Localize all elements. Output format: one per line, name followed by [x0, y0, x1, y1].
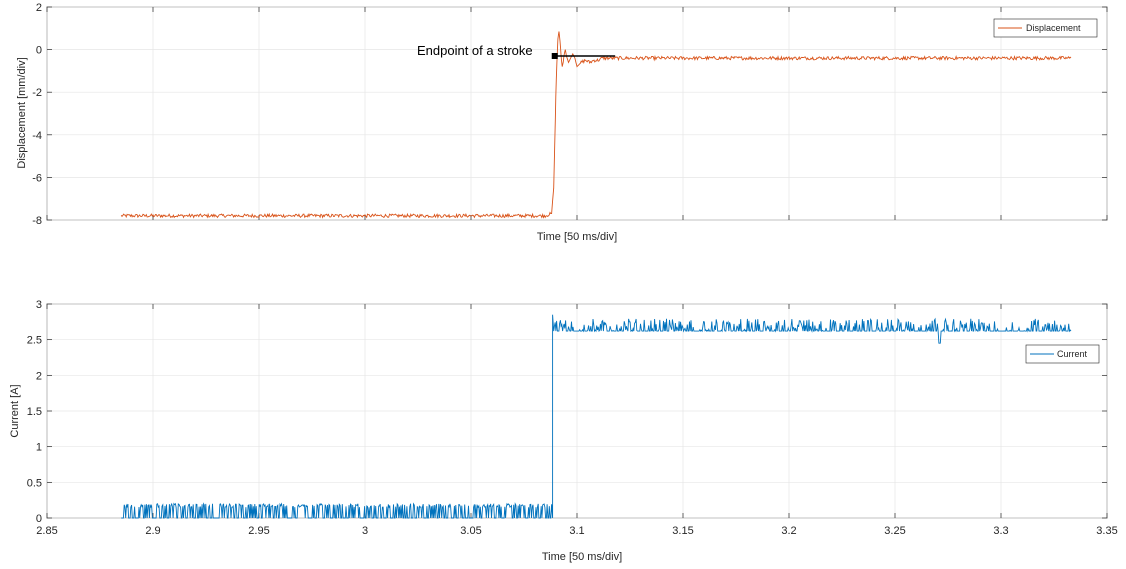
current-legend-box	[1025, 344, 1100, 364]
current-legend-label: Current	[1057, 349, 1088, 359]
current-series	[121, 314, 1072, 519]
displacement-grid	[46, 6, 1108, 221]
displacement-xlabel: Time [50 ms/div]	[537, 231, 617, 243]
stroke-endpoint-label: Endpoint of a stroke	[417, 43, 533, 58]
x-tick-label: 3.3	[993, 525, 1008, 537]
y-tick-label: -2	[32, 87, 42, 99]
current-ticks: 2.85 2.9 2.95 3 3.05 3.1 3.15 3.2 3.25 3.3 3.35 3 2.…	[27, 299, 1118, 537]
current-legend: Current	[1025, 344, 1100, 364]
y-tick-label: 2	[36, 370, 42, 382]
displacement-legend: Displacement	[993, 18, 1098, 38]
x-tick-label: 3	[362, 525, 368, 537]
y-tick-label: -6	[32, 172, 42, 184]
x-tick-label: 2.85	[36, 525, 57, 537]
y-tick-label: 1	[36, 442, 42, 454]
series-line-current	[121, 314, 1072, 519]
y-tick-label: 0	[36, 45, 42, 57]
y-tick-label: 2.5	[27, 335, 42, 347]
x-tick-label: 2.9	[145, 525, 160, 537]
displacement-ticks: 2 0 -2 -4 -6 -8	[32, 2, 1108, 227]
current-ylabel: Current [A]	[9, 384, 21, 437]
y-tick-label: 1.5	[27, 406, 42, 418]
displacement-legend-box	[993, 18, 1098, 38]
displacement-axes: 2 0 -2 -4 -6 -8 Displacement [mm/div] Time [5…	[16, 2, 1108, 243]
stroke-endpoint-square	[551, 52, 558, 59]
y-tick-label: 0	[36, 513, 42, 525]
x-tick-label: 3.1	[569, 525, 584, 537]
displacement-series	[120, 31, 1072, 219]
stroke-endpoint-annotation: Endpoint of a stroke	[417, 43, 616, 59]
displacement-legend-label: Displacement	[1026, 23, 1081, 33]
series-line-displacement	[120, 31, 1072, 219]
x-tick-label: 2.95	[248, 525, 269, 537]
current-xlabel: Time [50 ms/div]	[542, 551, 622, 563]
y-tick-label: -4	[32, 130, 42, 142]
x-tick-label: 3.05	[460, 525, 481, 537]
y-tick-label: 3	[36, 299, 42, 311]
displacement-ylabel: Displacement [mm/div]	[16, 57, 28, 168]
stroke-endpoint-marker	[551, 52, 616, 59]
current-axes: 2.85 2.9 2.95 3 3.05 3.1 3.15 3.2 3.25 3.3 3.35 3 2.…	[9, 299, 1118, 563]
x-tick-label: 3.15	[672, 525, 693, 537]
y-tick-label: 0.5	[27, 477, 42, 489]
x-tick-label: 3.2	[781, 525, 796, 537]
x-tick-label: 3.25	[884, 525, 905, 537]
x-tick-label: 3.35	[1096, 525, 1117, 537]
y-tick-label: -8	[32, 215, 42, 227]
y-tick-label: 2	[36, 2, 42, 14]
